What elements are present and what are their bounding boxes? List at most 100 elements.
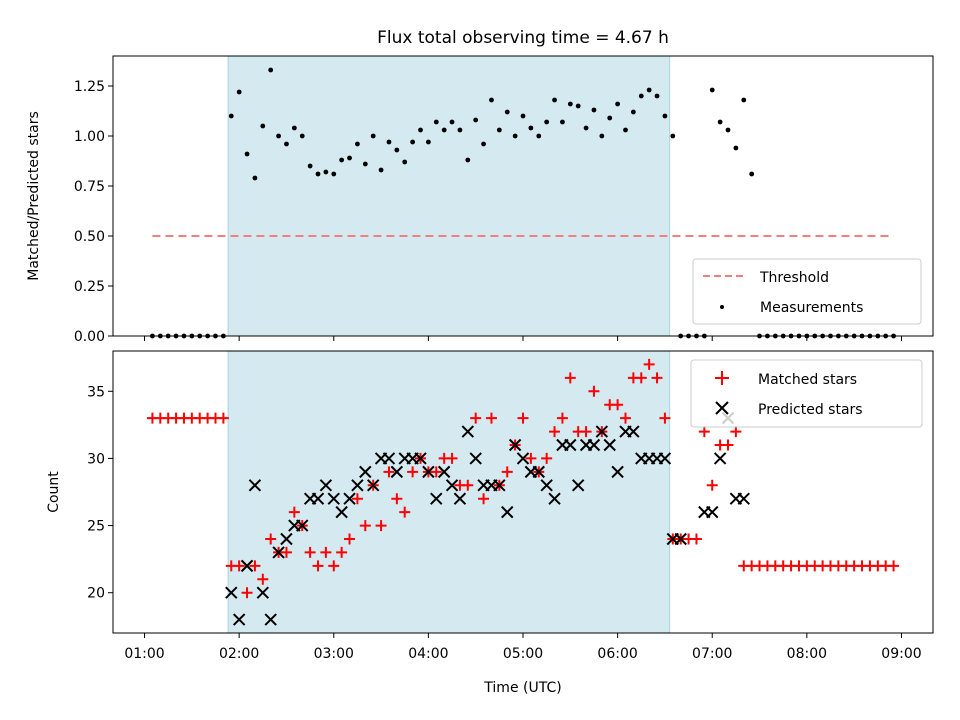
matched-star-point bbox=[651, 372, 663, 384]
measurement-point bbox=[355, 141, 360, 147]
measurement-point bbox=[284, 141, 289, 147]
measurement-point bbox=[315, 171, 321, 177]
measurement-point bbox=[662, 113, 668, 119]
measurement-point bbox=[591, 107, 597, 113]
predicted-star-point bbox=[414, 452, 427, 465]
measurement-point bbox=[394, 147, 400, 153]
matched-star-point bbox=[280, 546, 292, 558]
matched-star-point bbox=[580, 426, 592, 438]
measurement-point bbox=[362, 161, 368, 167]
count-marks bbox=[146, 358, 900, 626]
matched-star-point bbox=[320, 546, 332, 558]
measurement-point bbox=[615, 101, 621, 107]
measurement-point bbox=[623, 127, 628, 133]
measurement-point bbox=[489, 97, 494, 103]
measurement-point bbox=[252, 175, 258, 181]
measurement-point bbox=[638, 93, 644, 99]
matched-star-point bbox=[620, 412, 631, 424]
matched-star-point bbox=[304, 546, 316, 558]
measurement-point bbox=[630, 109, 636, 115]
predicted-star-point bbox=[540, 479, 553, 492]
predicted-star-point bbox=[516, 452, 530, 465]
y-tick-label: 30 bbox=[87, 451, 105, 467]
predicted-star-point bbox=[469, 452, 482, 465]
x-tick-label: 01:00 bbox=[124, 646, 164, 662]
measurement-point bbox=[410, 139, 416, 145]
measurement-point bbox=[244, 151, 250, 157]
y-axis-ticks: 0.00 0.25 0.50 0.75 1.00 1.25 bbox=[74, 79, 113, 345]
matched-star-point bbox=[265, 533, 277, 545]
measurement-point bbox=[307, 163, 313, 169]
measurement-point bbox=[725, 127, 731, 133]
y-tick-label: 25 bbox=[87, 519, 105, 535]
x-tick-label: 07:00 bbox=[692, 646, 732, 662]
predicted-star-point bbox=[706, 505, 719, 519]
predicted-star-point bbox=[501, 505, 514, 519]
matched-star-point bbox=[888, 560, 900, 572]
predicted-star-point bbox=[422, 465, 435, 479]
predicted-star-point bbox=[603, 438, 616, 452]
predicted-star-point bbox=[225, 586, 238, 599]
predicted-star-point bbox=[587, 438, 601, 452]
predicted-star-point bbox=[390, 465, 404, 479]
predicted-star-point bbox=[493, 479, 506, 492]
measurement-point bbox=[402, 159, 408, 165]
shaded-span bbox=[227, 350, 671, 634]
measurement-point bbox=[741, 97, 747, 103]
matched-star-point bbox=[501, 466, 513, 478]
matched-star-point bbox=[722, 439, 734, 451]
measurement-point bbox=[457, 127, 463, 133]
matched-star-point bbox=[288, 506, 300, 518]
measurement-point bbox=[425, 139, 431, 145]
measurement-point bbox=[607, 115, 613, 121]
predicted-star-point bbox=[461, 425, 475, 438]
x-axis-ticks bbox=[144, 336, 902, 341]
matched-star-point bbox=[241, 587, 253, 599]
measurement-point bbox=[260, 123, 266, 129]
matched-star-point bbox=[233, 560, 245, 572]
predicted-star-point bbox=[272, 546, 285, 559]
measurement-point bbox=[299, 133, 305, 139]
measurement-point bbox=[465, 157, 471, 163]
y-tick-label: 0.50 bbox=[74, 229, 105, 245]
predicted-star-point bbox=[508, 438, 522, 452]
predicted-star-point bbox=[571, 479, 585, 492]
measurement-point bbox=[496, 127, 502, 133]
predicted-star-point bbox=[627, 425, 640, 438]
measurement-point bbox=[276, 133, 281, 139]
legend-predicted: Predicted stars bbox=[758, 402, 863, 418]
measurement-point bbox=[418, 127, 423, 133]
plot-frame bbox=[112, 55, 934, 337]
matched-star-point bbox=[612, 399, 624, 411]
predicted-star-point bbox=[256, 586, 270, 599]
predicted-star-point bbox=[382, 452, 396, 465]
measurement-point bbox=[575, 103, 581, 109]
predicted-star-point bbox=[335, 505, 348, 519]
predicted-star-point bbox=[564, 438, 577, 452]
measurement-point bbox=[536, 133, 542, 139]
predicted-star-point bbox=[453, 492, 467, 505]
y-tick-label: 0.00 bbox=[74, 329, 105, 345]
x-tick-label: 09:00 bbox=[881, 646, 921, 662]
predicted-star-point bbox=[311, 492, 325, 505]
measurement-point bbox=[528, 125, 534, 131]
matched-star-point bbox=[517, 412, 529, 424]
x-axis-ticks: 01:00 02:00 03:00 04:00 05:00 06:00 07:00 08:00… bbox=[124, 633, 922, 662]
measurement-point bbox=[670, 133, 676, 139]
legend-matched: Matched stars bbox=[758, 372, 857, 388]
measurement-point bbox=[331, 171, 337, 177]
predicted-star-point bbox=[437, 465, 451, 479]
predicted-star-point bbox=[232, 613, 246, 626]
predicted-star-point bbox=[430, 492, 443, 505]
measurement-point bbox=[291, 125, 297, 131]
predicted-star-point bbox=[658, 452, 672, 465]
measurement-point bbox=[441, 127, 447, 133]
measurement-point bbox=[560, 119, 565, 125]
predicted-star-point bbox=[737, 492, 750, 505]
matched-star-point bbox=[525, 452, 537, 464]
measurement-point bbox=[268, 67, 274, 73]
matched-star-point bbox=[556, 412, 568, 424]
measurement-point bbox=[749, 171, 755, 177]
y-tick-label: 0.25 bbox=[74, 279, 105, 295]
